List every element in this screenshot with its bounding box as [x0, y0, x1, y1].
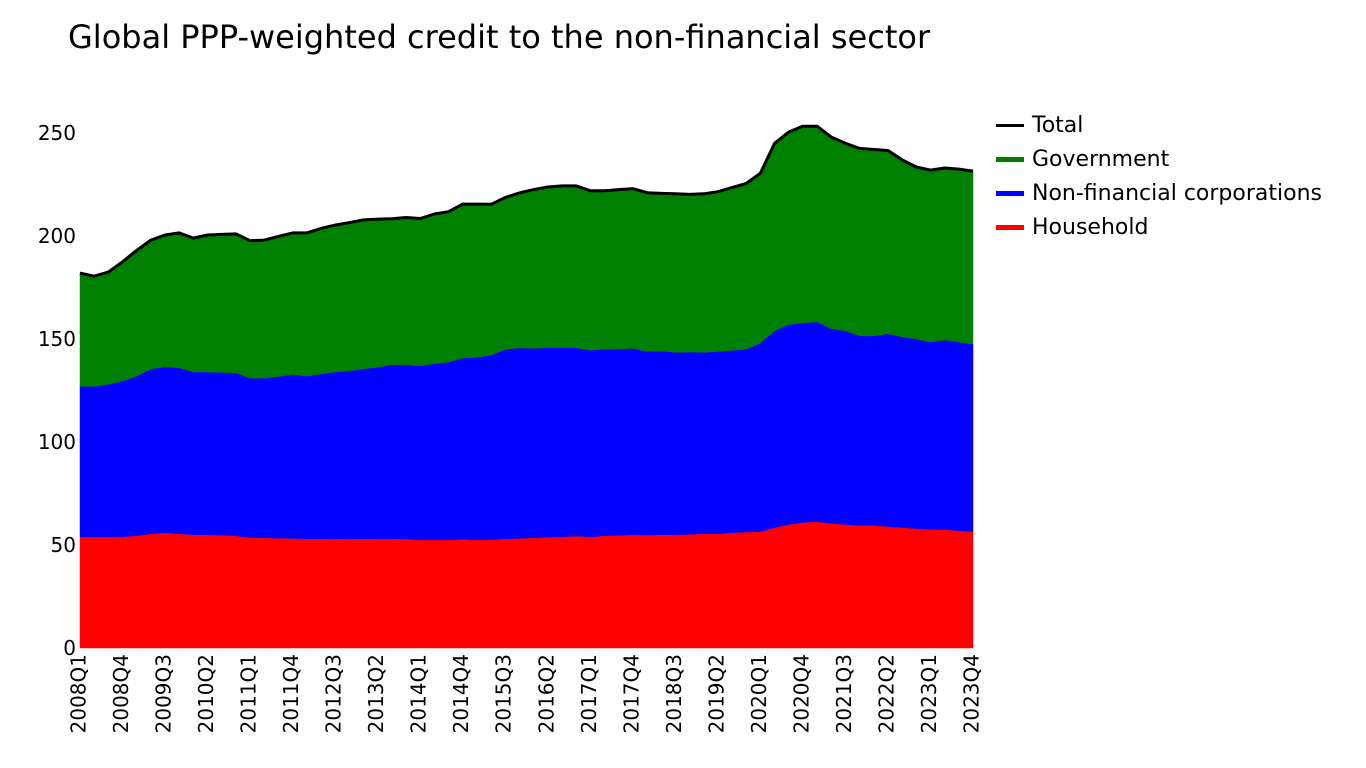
x-tick-label: 2011Q1 — [237, 654, 261, 733]
y-axis: 0 50 100 150 200 250 — [38, 121, 76, 660]
chart-title: Global PPP-weighted credit to the non-fi… — [68, 18, 931, 56]
legend-label-household: Household — [1032, 214, 1149, 240]
x-tick-label: 2022Q2 — [875, 654, 899, 733]
x-tick-label: 2010Q2 — [194, 654, 218, 733]
legend-item-household[interactable]: Household — [996, 210, 1322, 244]
legend-label-total: Total — [1032, 112, 1084, 138]
x-tick-label: 2014Q4 — [449, 654, 473, 733]
legend-swatch-household — [996, 224, 1024, 230]
y-tick-label: 250 — [38, 121, 76, 145]
legend-swatch-nfc — [996, 190, 1024, 196]
legend-label-nfc: Non-financial corporations — [1032, 180, 1322, 206]
x-tick-label: 2014Q1 — [407, 654, 431, 733]
x-tick-label: 2008Q4 — [109, 654, 133, 733]
x-tick-label: 2016Q2 — [534, 654, 558, 733]
y-tick-label: 150 — [38, 327, 76, 351]
legend-swatch-total — [996, 123, 1024, 127]
x-tick-label: 2023Q1 — [917, 654, 941, 733]
stacked-areas — [79, 125, 974, 649]
x-tick-label: 2017Q1 — [577, 654, 601, 733]
x-tick-label: 2019Q2 — [704, 654, 728, 733]
legend: Total Government Non-financial corporati… — [996, 108, 1322, 244]
x-tick-label: 2023Q4 — [960, 654, 984, 733]
y-tick-label: 100 — [38, 430, 76, 454]
x-tick-label: 2018Q3 — [662, 654, 686, 733]
x-tick-label: 2009Q3 — [152, 654, 176, 733]
y-tick-label: 200 — [38, 224, 76, 248]
legend-swatch-government — [996, 156, 1024, 162]
x-tick-label: 2020Q1 — [747, 654, 771, 733]
x-tick-label: 2021Q3 — [832, 654, 856, 733]
x-tick-label: 2020Q4 — [789, 654, 813, 733]
legend-label-government: Government — [1032, 146, 1170, 172]
legend-item-total[interactable]: Total — [996, 108, 1322, 142]
legend-item-government[interactable]: Government — [996, 142, 1322, 176]
x-tick-label: 2017Q4 — [619, 654, 643, 733]
x-tick-label: 2008Q1 — [67, 654, 91, 733]
total-series — [79, 124, 974, 278]
x-tick-label: 2011Q4 — [279, 654, 303, 733]
area-household — [79, 521, 974, 649]
x-tick-label: 2015Q3 — [492, 654, 516, 733]
y-tick-label: 0 — [63, 636, 76, 660]
x-axis: 2008Q1 2008Q4 2009Q3 2010Q2 2011Q1 2011Q4 2012… — [67, 654, 984, 733]
x-tick-label: 2013Q2 — [364, 654, 388, 733]
total-line — [79, 124, 974, 278]
legend-item-nfc[interactable]: Non-financial corporations — [996, 176, 1322, 210]
x-tick-label: 2012Q3 — [322, 654, 346, 733]
y-tick-label: 50 — [51, 533, 76, 557]
